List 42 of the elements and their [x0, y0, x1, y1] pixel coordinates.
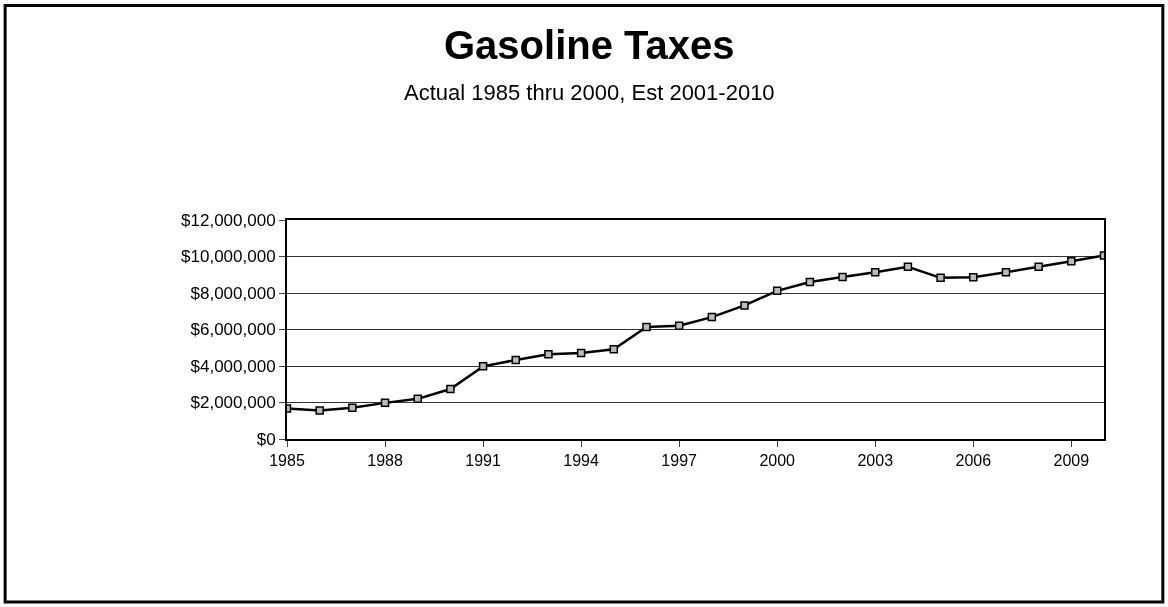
y-tick-label: $0	[256, 429, 276, 449]
x-tick-label: 1994	[563, 452, 600, 470]
x-tick-label: 2003	[857, 452, 894, 470]
x-tick-label: 1985	[269, 452, 305, 470]
chart-title: Gasoline Taxes	[444, 23, 735, 67]
point	[870, 267, 880, 277]
x-tick-label: 2006	[955, 452, 992, 470]
y-tick-label: $10,000,000	[181, 247, 276, 267]
y-tick-label: $12,000,000	[181, 210, 276, 230]
x-tick-label: 1997	[661, 452, 698, 470]
x-tick-label: 2000	[759, 452, 796, 470]
x-tick-label: 1991	[465, 452, 501, 470]
point	[838, 272, 847, 282]
y-tick-label: $6,000,000	[190, 320, 276, 340]
point	[544, 350, 553, 359]
chart-subtitle: Actual 1985 thru 2000, Est 2001-2010	[404, 80, 775, 105]
point	[642, 322, 651, 332]
point	[969, 273, 978, 282]
point	[1034, 262, 1043, 271]
point	[348, 403, 357, 413]
point	[511, 355, 521, 365]
y-tick-label: $2,000,000	[190, 393, 276, 413]
point	[674, 321, 684, 330]
x-tick-label: 1988	[367, 452, 403, 470]
point	[805, 277, 815, 287]
point	[772, 286, 782, 296]
point	[707, 312, 717, 322]
point	[576, 348, 586, 358]
point	[478, 362, 488, 371]
point	[380, 398, 390, 408]
point	[609, 344, 619, 354]
point	[1001, 267, 1011, 277]
point	[1067, 257, 1076, 266]
point	[446, 384, 455, 394]
point	[936, 273, 945, 283]
point	[740, 301, 749, 310]
point	[315, 406, 324, 415]
point	[413, 394, 422, 404]
x-tick-label: 2009	[1053, 452, 1090, 470]
y-tick-label: $4,000,000	[190, 356, 276, 376]
y-tick-label: $8,000,000	[190, 283, 276, 303]
point	[903, 262, 913, 271]
